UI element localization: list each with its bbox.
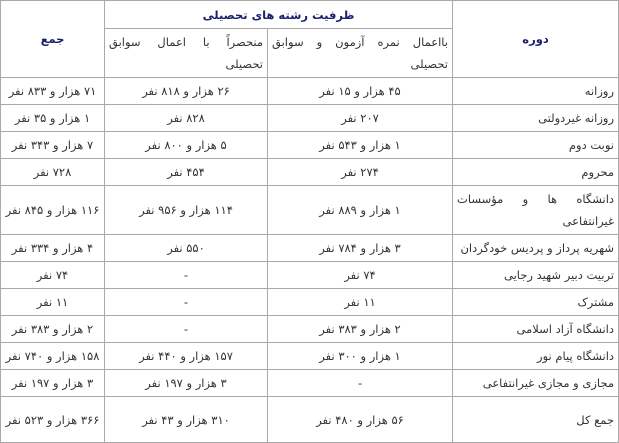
total-cell: ۷۱ هزار و ۸۳۳ نفر bbox=[0, 77, 105, 105]
header-records-only: منحصراً با اعمال سوابق تحصیلی bbox=[103, 28, 269, 78]
period-cell: جمع کل bbox=[452, 396, 619, 443]
table-row: مشترک ۱۱ نفر -۱۱ نفر bbox=[0, 288, 619, 316]
records-only-cell: ۲۶ هزار و ۸۱۸ نفر bbox=[103, 77, 269, 105]
total-cell: ۱۱۶ هزار و ۸۴۵ نفر bbox=[0, 185, 105, 235]
total-cell: ۱ هزار و ۳۵ نفر bbox=[0, 104, 105, 132]
period-cell: محروم bbox=[452, 158, 619, 186]
period-cell: نوبت دوم bbox=[452, 131, 619, 159]
with-exam-cell: ۷۴ نفر bbox=[267, 261, 454, 289]
period-cell: روزانه bbox=[452, 77, 619, 105]
records-only-cell: ۳ هزار و ۱۹۷ نفر bbox=[103, 369, 269, 397]
with-exam-cell: ۱ هزار و ۸۸۹ نفر bbox=[267, 185, 454, 235]
header-total: جمع bbox=[0, 0, 105, 78]
with-exam-cell: ۵۶ هزار و ۴۸۰ نفر bbox=[267, 396, 454, 443]
records-only-cell: - bbox=[103, 261, 269, 289]
total-cell: ۲ هزار و ۳۸۳ نفر bbox=[0, 315, 105, 343]
records-only-cell: ۸۲۸ نفر bbox=[103, 104, 269, 132]
with-exam-cell: ۲ هزار و ۳۸۳ نفر bbox=[267, 315, 454, 343]
table-row: شهریه پرداز و پردیس خودگردان ۳ هزار و ۷۸۴… bbox=[0, 234, 619, 262]
table-row: دانشگاه پیام نور ۱ هزار و ۳۰۰ نفر ۱۵۷ هزار… bbox=[0, 342, 619, 370]
with-exam-cell: ۱ هزار و ۵۴۳ نفر bbox=[267, 131, 454, 159]
total-cell: ۳ هزار و ۱۹۷ نفر bbox=[0, 369, 105, 397]
total-cell: ۷۴ نفر bbox=[0, 261, 105, 289]
total-cell: ۱۵۸ هزار و ۷۴۰ نفر bbox=[0, 342, 105, 370]
records-only-cell: ۵۵۰ نفر bbox=[103, 234, 269, 262]
table-row: دانشگاه ها و مؤسسات غیرانتفاعی ۱ هزار و ۸… bbox=[0, 185, 619, 235]
table-row: دانشگاه آزاد اسلامی ۲ هزار و ۳۸۳ نفر -۲ هز… bbox=[0, 315, 619, 343]
period-cell: دانشگاه پیام نور bbox=[452, 342, 619, 370]
total-cell: ۴ هزار و ۳۳۴ نفر bbox=[0, 234, 105, 262]
with-exam-cell: ۴۵ هزار و ۱۵ نفر bbox=[267, 77, 454, 105]
period-cell: دانشگاه ها و مؤسسات غیرانتفاعی bbox=[452, 185, 619, 235]
table-row: نوبت دوم ۱ هزار و ۵۴۳ نفر ۵ هزار و ۸۰۰ نفر… bbox=[0, 131, 619, 159]
period-cell: مجازی و مجازی غیرانتفاعی bbox=[452, 369, 619, 397]
records-only-cell: ۳۱۰ هزار و ۴۳ نفر bbox=[103, 396, 269, 443]
total-cell: ۳۶۶ هزار و ۵۲۳ نفر bbox=[0, 396, 105, 443]
header-period: دوره bbox=[452, 0, 619, 78]
records-only-cell: - bbox=[103, 288, 269, 316]
total-cell: ۷ هزار و ۳۴۳ نفر bbox=[0, 131, 105, 159]
header-with-exam: بااعمال نمره آزمون و سوابق تحصیلی bbox=[267, 28, 454, 78]
table-row: تربیت دبیر شهید رجایی ۷۴ نفر -۷۴ نفر bbox=[0, 261, 619, 289]
total-cell: ۷۲۸ نفر bbox=[0, 158, 105, 186]
total-cell: ۱۱ نفر bbox=[0, 288, 105, 316]
with-exam-cell: ۲۷۴ نفر bbox=[267, 158, 454, 186]
table-row: روزانه ۴۵ هزار و ۱۵ نفر ۲۶ هزار و ۸۱۸ نفر ۷… bbox=[0, 77, 619, 105]
period-cell: دانشگاه آزاد اسلامی bbox=[452, 315, 619, 343]
records-only-cell: ۱۱۴ هزار و ۹۵۶ نفر bbox=[103, 185, 269, 235]
with-exam-cell: - bbox=[267, 369, 454, 397]
with-exam-cell: ۱۱ نفر bbox=[267, 288, 454, 316]
header-capacity: ظرفیت رشته های تحصیلی bbox=[103, 0, 454, 29]
with-exam-cell: ۱ هزار و ۳۰۰ نفر bbox=[267, 342, 454, 370]
table-row: جمع کل ۵۶ هزار و ۴۸۰ نفر ۳۱۰ هزار و ۴۳ نفر… bbox=[0, 396, 619, 443]
records-only-cell: ۴۵۴ نفر bbox=[103, 158, 269, 186]
records-only-cell: ۵ هزار و ۸۰۰ نفر bbox=[103, 131, 269, 159]
with-exam-cell: ۲۰۷ نفر bbox=[267, 104, 454, 132]
records-only-cell: - bbox=[103, 315, 269, 343]
period-cell: روزانه غیردولتی bbox=[452, 104, 619, 132]
period-cell: شهریه پرداز و پردیس خودگردان bbox=[452, 234, 619, 262]
table-row: روزانه غیردولتی ۲۰۷ نفر ۸۲۸ نفر ۱ هزار و ۳۵… bbox=[0, 104, 619, 132]
with-exam-cell: ۳ هزار و ۷۸۴ نفر bbox=[267, 234, 454, 262]
table-row: محروم ۲۷۴ نفر ۴۵۴ نفر ۷۲۸ نفر bbox=[0, 158, 619, 186]
period-cell: تربیت دبیر شهید رجایی bbox=[452, 261, 619, 289]
records-only-cell: ۱۵۷ هزار و ۴۴۰ نفر bbox=[103, 342, 269, 370]
period-cell: مشترک bbox=[452, 288, 619, 316]
table-row: مجازی و مجازی غیرانتفاعی -۳ هزار و ۱۹۷ نف… bbox=[0, 369, 619, 397]
